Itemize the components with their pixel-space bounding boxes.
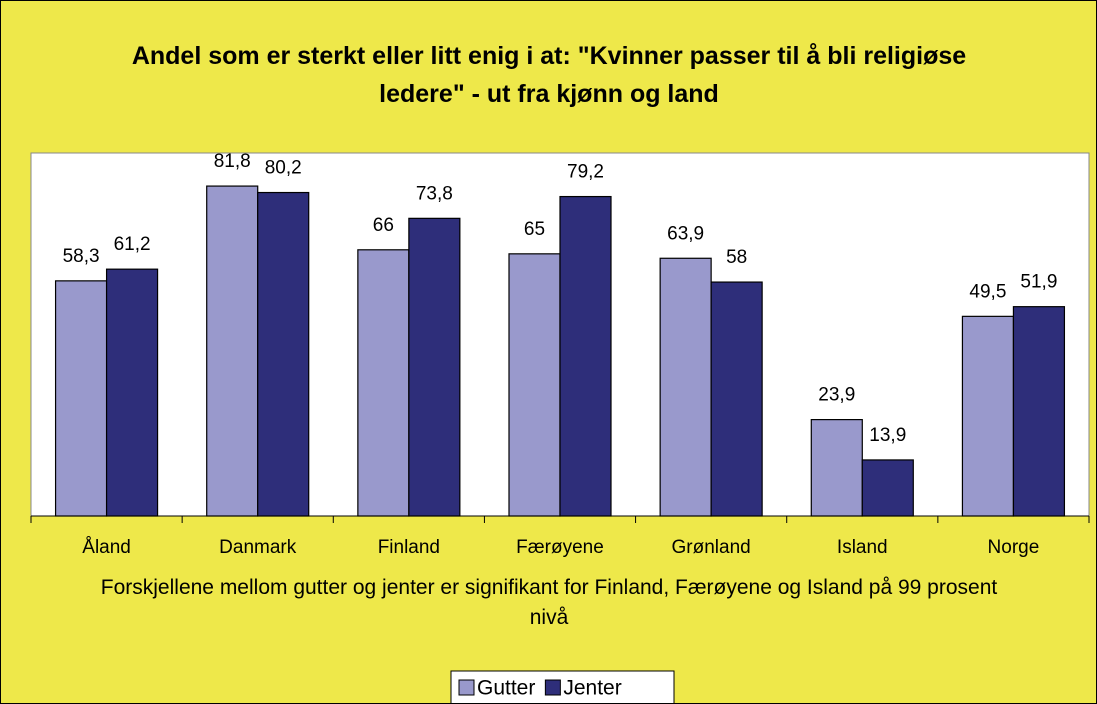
value-label: 49,5 <box>969 281 1006 302</box>
value-label: 13,9 <box>869 425 906 446</box>
legend-label: Gutter <box>477 677 535 700</box>
value-label: 79,2 <box>567 162 604 183</box>
value-label: 61,2 <box>114 234 151 255</box>
bar <box>559 195 612 517</box>
legend-label: Jenter <box>563 677 621 700</box>
value-label: 66 <box>373 215 394 236</box>
chart-title: Andel som er sterkt eller litt enig i at… <box>131 42 967 108</box>
bar <box>508 253 561 517</box>
x-tick-label: Åland <box>82 537 131 558</box>
x-tick-label: Danmark <box>219 537 297 558</box>
bar <box>659 257 712 517</box>
x-tick-label: Finland <box>378 537 440 558</box>
bar <box>206 185 259 517</box>
value-label: 63,9 <box>667 223 704 244</box>
bar <box>1012 306 1066 517</box>
bar <box>408 217 461 517</box>
value-label: 81,8 <box>214 151 251 172</box>
bar <box>961 315 1015 517</box>
value-label: 23,9 <box>818 385 855 406</box>
value-label: 80,2 <box>265 158 302 179</box>
bar <box>710 281 763 517</box>
value-label: 51,9 <box>1020 272 1057 293</box>
x-tick-label: Island <box>837 537 888 558</box>
x-tick-label: Færøyene <box>516 537 604 558</box>
x-tick-label: Grønland <box>672 537 751 558</box>
annotation: Forskjellene mellom gutter og jenter er … <box>100 576 998 629</box>
bar <box>810 419 863 517</box>
bar <box>861 459 914 517</box>
bar <box>105 268 159 517</box>
bar <box>54 280 108 517</box>
value-label: 58 <box>726 247 747 268</box>
bar <box>357 249 410 517</box>
x-tick-label: Norge <box>988 537 1040 558</box>
legend-swatch <box>544 679 561 696</box>
value-label: 58,3 <box>63 246 100 267</box>
value-label: 73,8 <box>416 183 453 204</box>
legend-box <box>450 670 675 703</box>
bar <box>257 191 310 517</box>
legend-swatch <box>458 679 475 696</box>
value-label: 65 <box>524 219 545 240</box>
